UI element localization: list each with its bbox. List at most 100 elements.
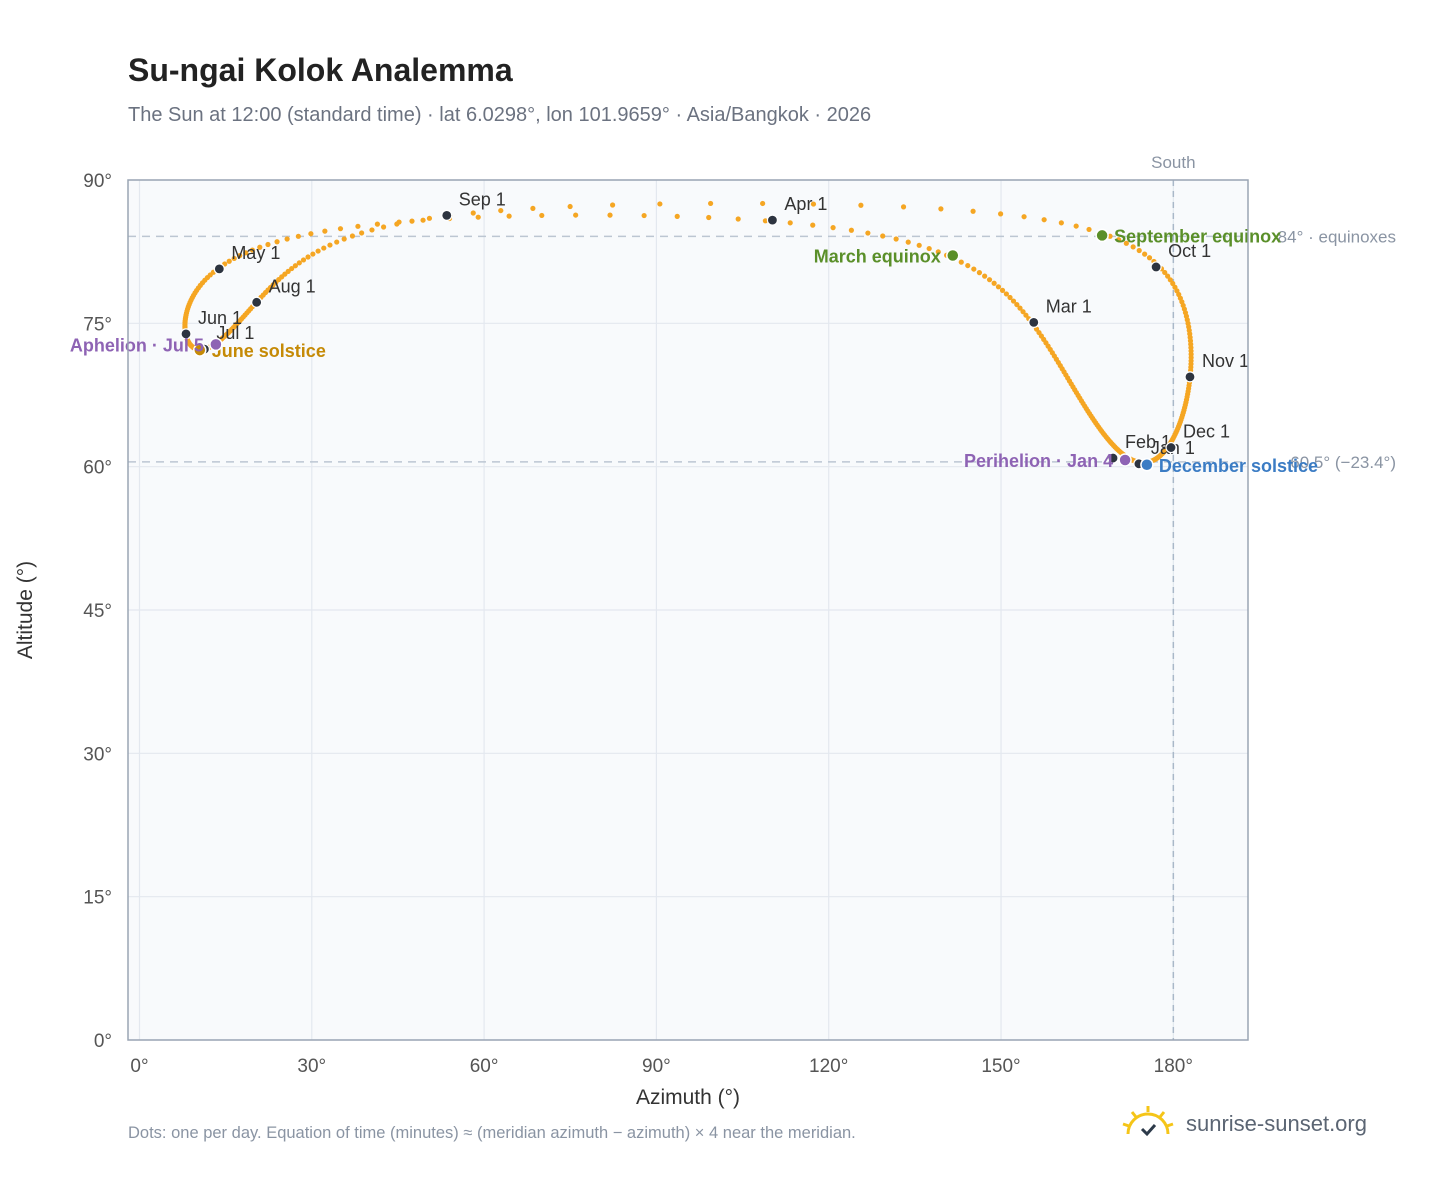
- daily-dot: [991, 280, 997, 286]
- y-tick-label: 30°: [83, 744, 112, 765]
- daily-dot: [760, 200, 766, 207]
- daily-dot: [1010, 298, 1017, 304]
- y-tick-label: 0°: [94, 1031, 112, 1052]
- daily-dot: [249, 247, 256, 253]
- daily-dot: [289, 265, 295, 272]
- x-tick-label: 60°: [470, 1056, 499, 1077]
- daily-dot: [573, 212, 579, 218]
- daily-dot: [1162, 269, 1168, 276]
- daily-dot: [327, 242, 333, 248]
- daily-dot: [381, 224, 387, 230]
- daily-dot: [971, 266, 977, 272]
- chart-subtitle: The Sun at 12:00 (standard time) · lat 6…: [128, 104, 872, 126]
- event-marker-dot: [209, 337, 223, 352]
- daily-dot: [394, 221, 400, 227]
- month-marker-dot: [1107, 452, 1119, 464]
- daily-dot: [285, 268, 291, 274]
- daily-dot: [986, 277, 993, 283]
- month-marker-label: Nov 1: [1202, 351, 1249, 371]
- event-marker-dot: [946, 248, 960, 263]
- daily-dot: [708, 200, 714, 207]
- month-marker-label: Mar 1: [1046, 296, 1092, 316]
- daily-dot: [315, 248, 321, 254]
- x-tick-label: 90°: [642, 1056, 671, 1077]
- month-marker-dot: [1184, 371, 1196, 383]
- daily-dot: [1086, 226, 1092, 233]
- footnote: Dots: one per day. Equation of time (min…: [128, 1124, 856, 1142]
- month-marker-label: Jul 1: [216, 323, 254, 343]
- daily-dot: [300, 257, 307, 263]
- daily-dot: [257, 244, 263, 250]
- daily-dot: [506, 213, 512, 219]
- y-tick-label: 90°: [83, 171, 112, 192]
- month-marker-dot: [1150, 261, 1162, 273]
- daily-dot: [530, 205, 536, 212]
- month-marker-label: Sep 1: [459, 189, 506, 209]
- daily-dot: [976, 270, 983, 276]
- daily-dot: [322, 228, 328, 234]
- reference-lines: South 84° · equinoxes 60.5° (−23.4°): [128, 153, 1396, 1040]
- daily-dot: [567, 203, 573, 210]
- daily-dot: [420, 217, 426, 223]
- daily-dot: [305, 254, 311, 260]
- daily-dot: [1130, 244, 1136, 250]
- daily-dot: [905, 239, 911, 245]
- daily-dot: [1003, 291, 1009, 297]
- event-label: March equinox: [814, 246, 941, 266]
- daily-dot: [610, 202, 616, 208]
- daily-dot: [938, 206, 944, 212]
- daily-dot: [893, 236, 899, 242]
- axis-ticks: 0° 30° 60° 90° 120° 150° 180° 0° 15° 30° 45° 60° 75°…: [83, 171, 1193, 1077]
- daily-dot: [226, 258, 232, 264]
- y-tick-label: 15°: [83, 888, 112, 909]
- event-label: Aphelion · Jul 5: [70, 335, 204, 355]
- event-label: June solstice: [212, 341, 326, 361]
- daily-dot: [1041, 217, 1047, 223]
- daily-dot: [674, 213, 680, 219]
- daily-dot: [970, 208, 976, 214]
- y-tick-label: 45°: [83, 601, 112, 622]
- daily-dot: [1020, 309, 1026, 315]
- daily-dot: [880, 233, 886, 239]
- daily-dot: [355, 223, 361, 229]
- daily-dot: [706, 214, 712, 221]
- month-marker-label: Oct 1: [1168, 241, 1211, 261]
- event-label: December solstice: [1159, 456, 1318, 476]
- month-marker-label: Aug 1: [269, 276, 316, 296]
- brand[interactable]: sunrise-sunset.org: [1120, 1102, 1367, 1146]
- daily-dot: [334, 239, 340, 245]
- month-marker-label: Feb 1: [1125, 432, 1171, 452]
- x-axis-label: Azimuth (°): [636, 1086, 740, 1109]
- month-marker-dot: [766, 214, 779, 226]
- daily-dot: [296, 260, 302, 266]
- y-tick-label: 60°: [83, 458, 112, 479]
- altitude-reference-label: 84° · equinoxes: [1278, 227, 1396, 246]
- brand-text: sunrise-sunset.org: [1186, 1111, 1367, 1136]
- x-tick-label: 0°: [130, 1056, 148, 1077]
- daily-dot: [848, 227, 854, 233]
- daily-dot: [1021, 214, 1027, 220]
- daily-dot: [1017, 305, 1023, 311]
- month-marker-dot: [1028, 316, 1040, 328]
- daily-dot: [321, 245, 327, 251]
- event-marker-dot: [193, 343, 207, 357]
- month-marker-dot: [1165, 441, 1177, 454]
- month-marker-dot: [180, 328, 192, 340]
- daily-dot: [475, 214, 481, 220]
- daily-dot: [359, 230, 365, 236]
- daily-dot: [858, 202, 864, 208]
- daily-dot: [1165, 273, 1171, 279]
- month-marker-dot: [251, 296, 263, 308]
- event-marker-dot: [1140, 458, 1154, 472]
- daily-dot: [926, 245, 932, 252]
- daily-dot: [810, 201, 817, 207]
- month-marker-dot: [441, 209, 453, 221]
- month-marker-label: May 1: [231, 243, 280, 263]
- daily-dot: [1123, 240, 1129, 246]
- month-marker-label: Jun 1: [198, 308, 242, 328]
- daily-dot: [762, 218, 768, 224]
- x-tick-label: 30°: [297, 1056, 326, 1077]
- daily-dot: [341, 236, 347, 242]
- daily-dot: [284, 236, 290, 242]
